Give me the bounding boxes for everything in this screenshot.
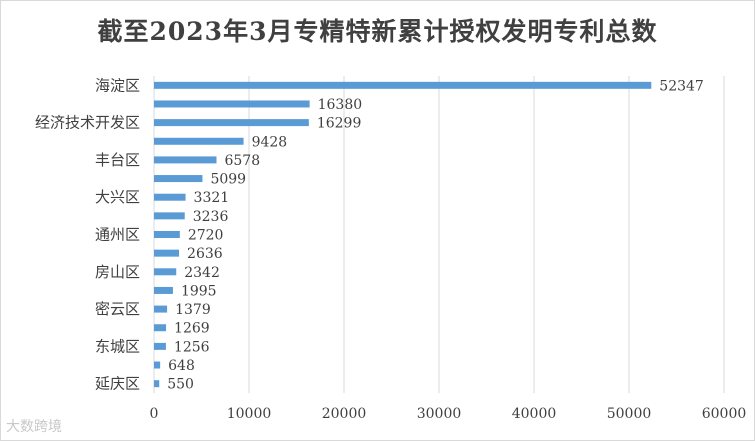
data-label: 2636 (187, 246, 223, 262)
category-label: 经济技术开发区 (35, 114, 140, 132)
x-tick-label: 20000 (322, 406, 367, 422)
x-tick-label: 0 (150, 406, 159, 422)
data-label: 648 (168, 358, 195, 374)
data-label: 6578 (224, 153, 260, 169)
category-label: 密云区 (95, 300, 140, 318)
bars (154, 81, 652, 388)
bar (154, 193, 186, 201)
x-tick-label: 60000 (702, 406, 747, 422)
data-label: 1269 (174, 321, 210, 337)
bar (154, 380, 160, 388)
gridlines (153, 76, 725, 393)
data-label: 9428 (252, 134, 288, 150)
bar (154, 361, 161, 369)
bar (154, 305, 168, 313)
data-label: 52347 (659, 78, 704, 94)
data-label: 1256 (174, 339, 210, 355)
category-label: 延庆区 (95, 375, 140, 393)
data-label: 1995 (181, 283, 217, 299)
x-tick-label: 50000 (607, 406, 652, 422)
chart-title: 截至2023年3月专精特新累计授权发明专利总数 (97, 17, 658, 46)
data-label: 2720 (188, 228, 224, 244)
bar (154, 212, 185, 220)
data-label: 16380 (318, 97, 363, 113)
watermark-text: 大数跨境 (6, 419, 62, 435)
x-tick-label: 40000 (512, 406, 557, 422)
data-label: 3236 (193, 209, 229, 225)
bar (154, 231, 180, 238)
category-label: 通州区 (95, 226, 140, 244)
data-label: 16299 (317, 116, 362, 132)
data-label: 5099 (210, 172, 246, 188)
data-label: 550 (167, 377, 194, 393)
bar (154, 249, 180, 257)
bar (154, 119, 309, 127)
bar (154, 324, 167, 332)
bar (154, 81, 652, 89)
x-tick-label: 10000 (227, 406, 272, 422)
bar (154, 286, 173, 294)
bar (154, 268, 177, 276)
category-label: 丰台区 (95, 151, 140, 169)
data-label: 3321 (194, 190, 230, 206)
data-label: 2342 (184, 265, 220, 281)
category-label: 东城区 (95, 337, 140, 355)
labels: 0 10000 20000 30000 40000 50000 60000 52347 海淀区 1… (35, 76, 746, 422)
bar (154, 342, 166, 350)
bar (154, 100, 310, 108)
bar (154, 156, 217, 164)
category-label: 海淀区 (95, 76, 140, 94)
category-label: 大兴区 (95, 188, 140, 206)
category-label: 房山区 (95, 263, 140, 281)
data-label: 1379 (175, 302, 211, 318)
bar (154, 137, 244, 145)
bar (154, 175, 203, 183)
x-tick-label: 30000 (417, 406, 462, 422)
